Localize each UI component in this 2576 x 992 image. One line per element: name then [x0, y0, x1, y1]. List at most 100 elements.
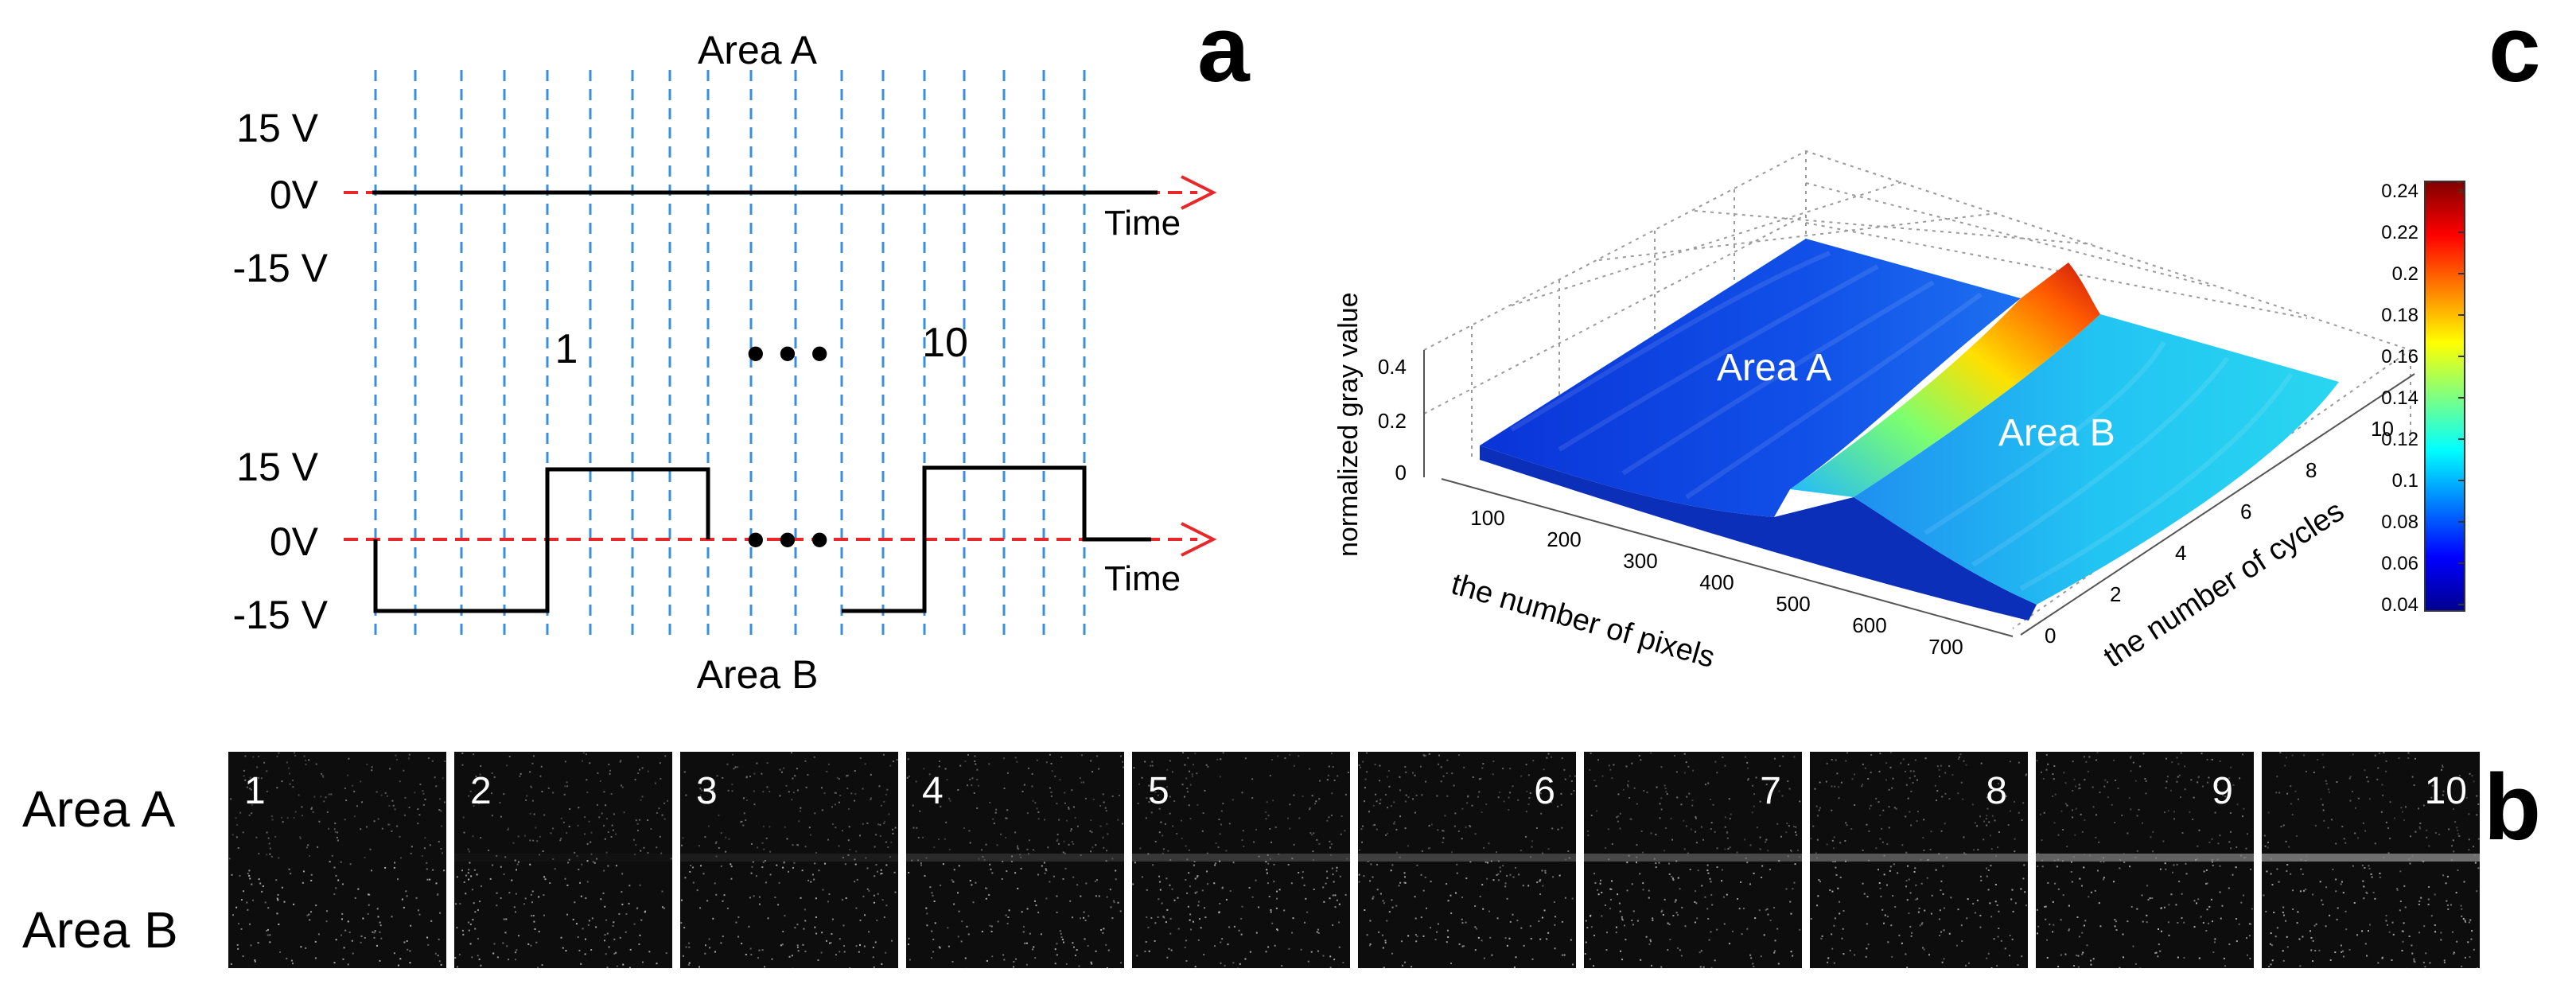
- area-b-signal-cycle-10: [842, 465, 1151, 613]
- panel-label-c: c: [2488, 0, 2541, 102]
- frame-noise: [1358, 752, 1576, 968]
- x-tick-400: 400: [1699, 570, 1734, 594]
- colorbar-tick-0.18: 0.18: [2381, 305, 2418, 326]
- frame-noise: [454, 752, 672, 968]
- area-a-title: Area A: [698, 28, 818, 72]
- panel-c: 0.4 0.2 0 normalized gray value 10020030…: [1333, 0, 2541, 675]
- y-tick-4: 4: [2175, 541, 2186, 565]
- x-tick-200: 200: [1547, 527, 1581, 551]
- frame-tile: 4: [906, 752, 1124, 968]
- surface-front-edge: [1480, 445, 2037, 620]
- cycle-first-label: 1: [555, 326, 578, 372]
- y-tick-0: 0: [2045, 624, 2056, 648]
- frame-band: [1358, 854, 1576, 862]
- bottom-ellipsis: • • •: [747, 511, 829, 568]
- frame-noise: [228, 752, 446, 967]
- colorbar-tick-0.1: 0.1: [2392, 470, 2418, 492]
- frame-tile: 10: [2262, 752, 2480, 968]
- frame-noise: [2263, 752, 2480, 968]
- y-tick-2: 2: [2110, 582, 2121, 606]
- top-level-15v: 15 V: [236, 106, 319, 150]
- colorbar-tick-0.08: 0.08: [2381, 512, 2418, 533]
- frame-noise: [1584, 752, 1801, 968]
- frame-band: [1132, 854, 1350, 862]
- frame-number: 3: [696, 770, 718, 812]
- top-level-minus-15v: -15 V: [232, 246, 328, 290]
- x-tick-700: 700: [1928, 635, 1963, 659]
- x-axis: [1441, 478, 2014, 637]
- panel-label-b: b: [2484, 755, 2541, 860]
- frame-band: [2036, 854, 2254, 862]
- surface-label-area-b: Area B: [1998, 412, 2115, 454]
- frame-tile: 8: [1810, 752, 2028, 968]
- frame-noise: [906, 753, 1124, 968]
- frame-tile: 3: [680, 752, 898, 968]
- surface-area-b: [1854, 314, 2339, 605]
- frame-number: 1: [244, 770, 266, 812]
- top-axis-arrow-icon: [1181, 175, 1217, 210]
- colorbar-tick-0.14: 0.14: [2381, 387, 2418, 409]
- colorbar-tick-0.2: 0.2: [2392, 263, 2418, 285]
- bottom-level-15v: 15 V: [236, 445, 319, 489]
- y-tick-6: 6: [2240, 500, 2251, 523]
- x-ticks: 100 200 300 400 500 600 700: [1470, 506, 1963, 659]
- y-ticks: 0 2 4 6 8 10: [2045, 417, 2394, 648]
- colorbar-tick-0.12: 0.12: [2381, 429, 2418, 450]
- frame-number: 8: [1986, 770, 2007, 812]
- frame-tile: 1: [228, 752, 446, 968]
- y-axis: [2020, 373, 2415, 636]
- frame-noise: [680, 752, 898, 968]
- frame-tile: 9: [2036, 752, 2254, 968]
- z-tick-0-2: 0.2: [1378, 409, 1407, 433]
- top-ellipsis: • • •: [747, 325, 829, 382]
- colorbar: [2424, 181, 2465, 612]
- frame-band: [454, 854, 672, 862]
- bottom-time-label: Time: [1104, 559, 1181, 598]
- frame-tile: 5: [1132, 752, 1350, 968]
- area-b-signal-cycle-1: [373, 467, 710, 613]
- frame-tile: 7: [1584, 752, 1802, 968]
- z-axis-label: normalized gray value: [1333, 292, 1364, 557]
- cycle-gridlines: [374, 70, 1086, 643]
- frame-number: 5: [1148, 770, 1169, 812]
- bottom-axis-arrow-icon: [1181, 522, 1217, 557]
- panel-a: Area A Area B 15 V 0V -15 V 15 V 0V -15 …: [232, 0, 1251, 697]
- x-tick-100: 100: [1470, 506, 1504, 530]
- frame-number: 9: [2212, 770, 2233, 812]
- surface-label-area-a: Area A: [1717, 347, 1831, 389]
- frame-band: [1810, 854, 2028, 862]
- bottom-level-0v: 0V: [270, 519, 319, 564]
- surface-area-a: [1480, 239, 2021, 517]
- colorbar-tick-0.06: 0.06: [2381, 553, 2418, 574]
- bottom-level-minus-15v: -15 V: [232, 593, 328, 637]
- row-label-area-b: Area B: [22, 901, 178, 959]
- x-axis-label: the number of pixels: [1448, 567, 1719, 675]
- frame-band: [1584, 854, 1802, 862]
- area-b-title: Area B: [697, 652, 819, 697]
- colorbar-tick-0.24: 0.24: [2381, 181, 2418, 202]
- colorbar-tick-0.16: 0.16: [2381, 346, 2418, 368]
- panel-label-a: a: [1197, 0, 1251, 102]
- z-tick-0: 0: [1395, 461, 1407, 484]
- frame-number: 7: [1760, 770, 1781, 812]
- colorbar-ticks: 0.24 0.22 0.2 0.18 0.16 0.14 0.12 0.1 0.08 0.06 0.…: [2381, 181, 2465, 616]
- frame-noise: [1810, 752, 2028, 968]
- y-tick-10: 10: [2371, 417, 2394, 441]
- top-level-0v: 0V: [270, 173, 319, 217]
- frame-number: 10: [2424, 770, 2467, 812]
- frame-noise: [1132, 752, 1349, 968]
- colorbar-tick-0.04: 0.04: [2381, 594, 2418, 616]
- surface-texture: [1510, 251, 2294, 591]
- frame-number: 6: [1534, 770, 1555, 812]
- row-label-area-a: Area A: [22, 780, 176, 838]
- cycle-last-label: 10: [922, 320, 968, 366]
- frame-number: 4: [922, 770, 944, 812]
- frame-band: [2262, 854, 2480, 862]
- frame-number: 2: [470, 770, 492, 812]
- frame-tile: 2: [454, 752, 672, 968]
- x-tick-300: 300: [1623, 549, 1657, 573]
- frame-band: [906, 854, 1124, 862]
- frame-tile: 6: [1358, 752, 1576, 968]
- top-time-label: Time: [1104, 204, 1181, 243]
